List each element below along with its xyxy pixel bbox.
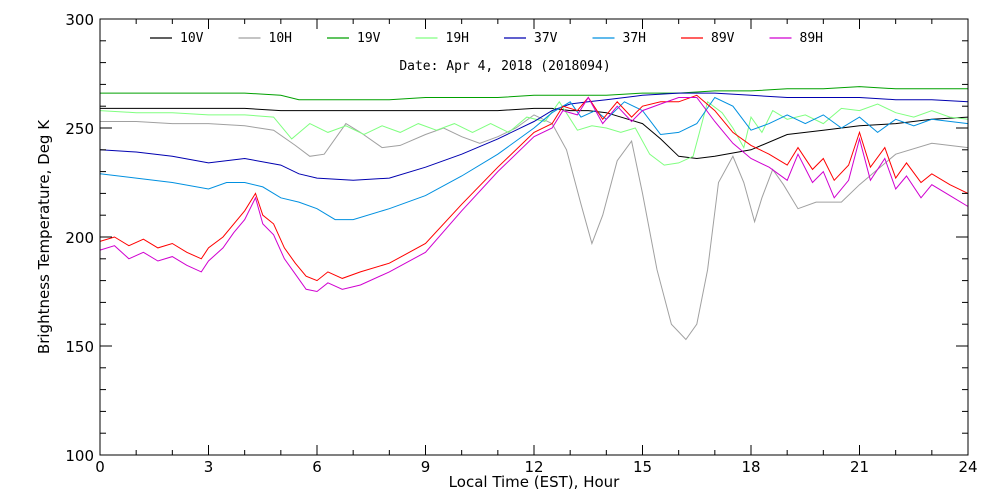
y-tick-label: 300 [65, 11, 94, 29]
series-line-19h [99, 100, 969, 166]
legend: 10V 10H 19V 19H 37V 37H 89V 89H [150, 31, 823, 46]
series-line-10h [100, 114, 969, 341]
y-tick-label: 100 [65, 447, 94, 465]
x-axis-title: Local Time (EST), Hour [449, 473, 620, 491]
y-axis-title: Brightness Temperature, Deg K [35, 119, 53, 354]
x-tick-label: 0 [95, 458, 105, 476]
x-tick-label: 24 [958, 458, 977, 476]
series-line-10v [100, 107, 969, 160]
legend-label-10h: 10H [269, 31, 292, 46]
y-tick-label: 200 [65, 229, 94, 247]
x-tick-label: 21 [850, 458, 869, 476]
legend-label-19h: 19H [446, 31, 469, 46]
x-tick-label: 12 [524, 458, 543, 476]
legend-label-89h: 89H [800, 31, 823, 46]
legend-label-19v: 19V [357, 31, 381, 46]
y-tick-label: 250 [65, 120, 94, 138]
series-line-37v [99, 92, 969, 181]
x-tick-label: 9 [421, 458, 431, 476]
legend-label-10v: 10V [180, 31, 204, 46]
series-line-89v [99, 94, 969, 282]
ticks-layer: 0 3 6 9 12 15 18 21 24 100 150 200 250 300 [65, 11, 977, 476]
series-line-89h [99, 96, 969, 293]
x-tick-label: 15 [633, 458, 652, 476]
y-tick-label: 150 [65, 338, 94, 356]
date-subtitle: Date: Apr 4, 2018 (2018094) [399, 59, 610, 74]
x-tick-label: 3 [204, 458, 214, 476]
x-tick-label: 6 [312, 458, 322, 476]
x-tick-label: 18 [741, 458, 760, 476]
legend-label-37v: 37V [534, 31, 558, 46]
legend-label-37h: 37H [623, 31, 646, 46]
series-layer [99, 86, 969, 341]
series-line-19v [100, 86, 968, 101]
legend-label-89v: 89V [711, 31, 735, 46]
